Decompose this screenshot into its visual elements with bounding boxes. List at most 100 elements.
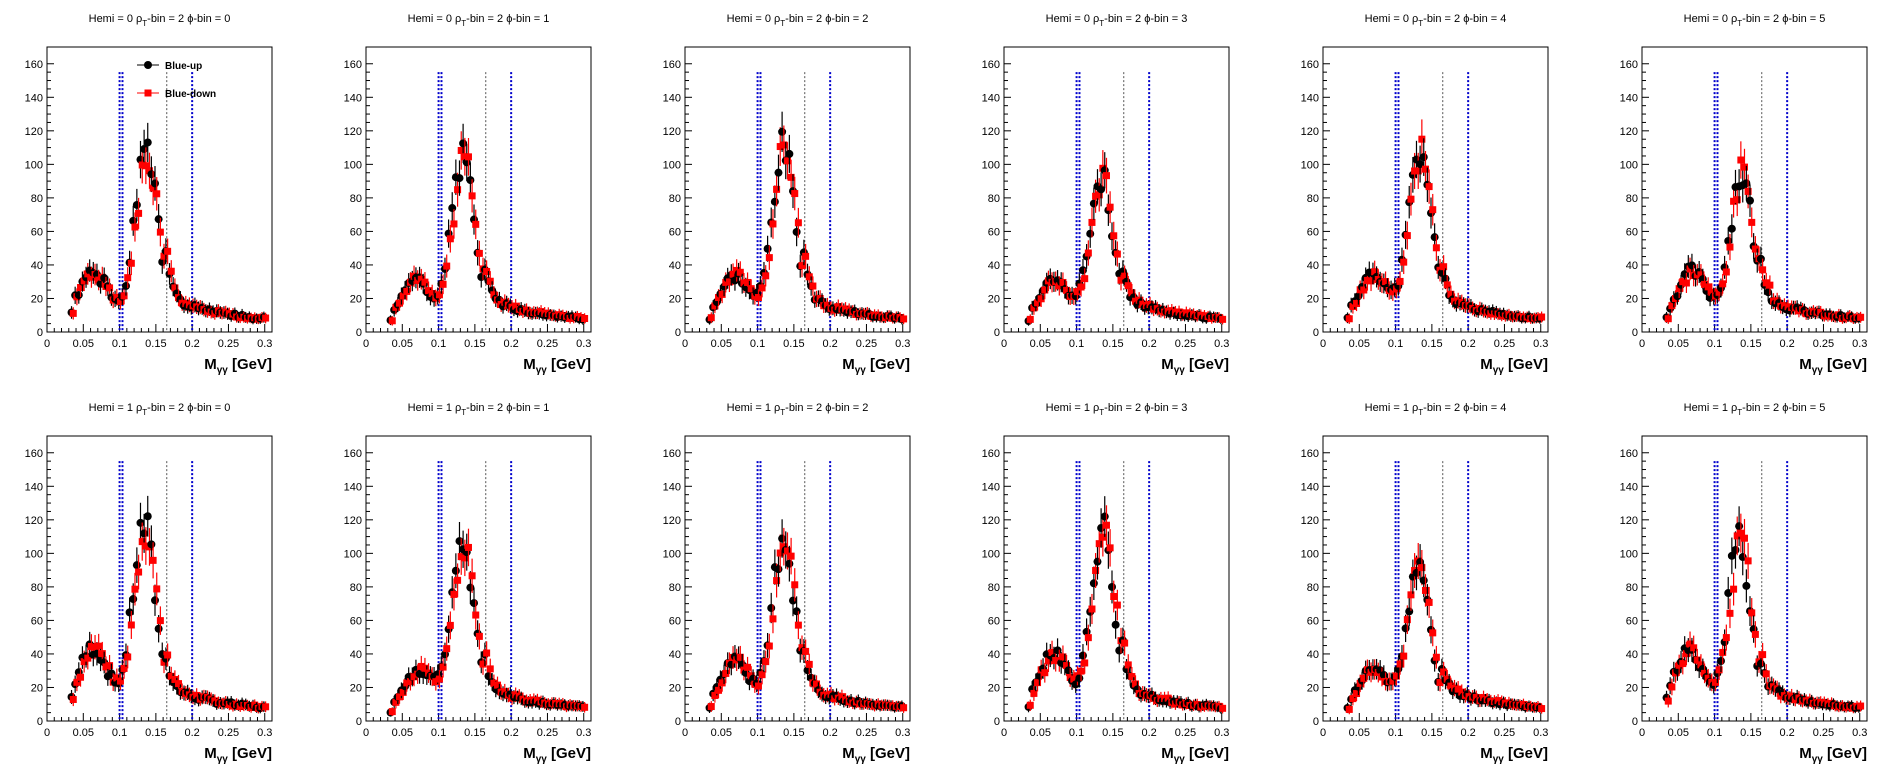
point-blue-down [160, 252, 168, 260]
point-blue-up [1419, 576, 1428, 585]
point-blue-down [1110, 593, 1118, 601]
plot-frame [365, 435, 592, 722]
point-blue-down [769, 220, 777, 228]
x-tick-label: 0.25 [1813, 727, 1834, 739]
point-blue-down [1034, 679, 1042, 687]
point-blue-down [454, 186, 462, 194]
panel-title-post: -bin = 2 ϕ-bin = 1 [466, 402, 549, 414]
x-label-unit: [GeV] [1185, 745, 1229, 762]
point-blue-down [1418, 564, 1426, 572]
x-tick-label: 0.1 [750, 727, 765, 739]
point-blue-down [1538, 705, 1546, 713]
point-blue-up [1764, 288, 1773, 297]
point-blue-down [1407, 195, 1415, 203]
point-blue-down [80, 277, 88, 285]
point-blue-down [138, 161, 146, 169]
point-blue-down [1719, 280, 1727, 288]
point-blue-down [435, 675, 443, 683]
point-blue-down [1099, 533, 1107, 541]
point-blue-down [1744, 187, 1752, 195]
point-blue-down [106, 662, 114, 670]
x-tick-label: 0.2 [1780, 338, 1795, 350]
y-tick-label: 120 [663, 126, 681, 138]
point-blue-down [1121, 639, 1129, 647]
point-blue-down [512, 302, 520, 310]
point-blue-down [116, 677, 124, 685]
point-blue-down [1440, 668, 1448, 676]
y-tick-label: 80 [1307, 582, 1319, 594]
y-tick-label: 0 [1313, 327, 1319, 339]
y-tick-label: 80 [31, 193, 43, 205]
panel-title-pre: Hemi = 1 ρ [727, 402, 781, 414]
x-label-main: M [1480, 745, 1493, 762]
point-blue-down [747, 285, 755, 293]
x-label-sub: γγ [536, 754, 548, 765]
y-tick-label: 80 [1626, 582, 1638, 594]
x-axis-label: Mγγ [GeV] [1799, 745, 1867, 765]
point-blue-down [1084, 634, 1092, 642]
panel-title: Hemi = 1 ρT-bin = 2 ϕ-bin = 1 [408, 402, 550, 417]
x-tick-label: 0.15 [1740, 727, 1761, 739]
point-blue-up [466, 176, 475, 185]
point-blue-down [1722, 268, 1730, 276]
point-blue-down [1360, 286, 1368, 294]
y-tick-label: 60 [1307, 226, 1319, 238]
x-tick-label: 0.2 [1461, 338, 1476, 350]
y-tick-label: 100 [663, 548, 681, 560]
point-blue-down [1132, 297, 1140, 305]
panel-hemi0-phi1: Hemi = 0 ρT-bin = 2 ϕ-bin = 1 0 20 40 60 80 10… [344, 13, 592, 376]
y-tick-label: 60 [669, 226, 681, 238]
point-blue-down [1664, 697, 1672, 705]
point-blue-down [1353, 690, 1361, 698]
y-tick-label: 160 [982, 448, 1000, 460]
y-tick-label: 40 [1307, 649, 1319, 661]
panel-title-post: -bin = 2 ϕ-bin = 2 [785, 402, 868, 414]
point-blue-down [1052, 656, 1060, 664]
x-tick-label: 0.25 [1175, 338, 1196, 350]
panel-title-post: -bin = 2 ϕ-bin = 3 [1104, 13, 1187, 25]
point-blue-up [1064, 666, 1073, 675]
point-blue-down [1070, 675, 1078, 683]
point-blue-down [736, 268, 744, 276]
x-tick-label: 0.3 [1214, 727, 1229, 739]
point-blue-down [457, 553, 465, 561]
point-blue-down [1363, 276, 1371, 284]
point-blue-down [262, 314, 270, 322]
x-tick-label: 0 [363, 338, 369, 350]
panel-title: Hemi = 1 ρT-bin = 2 ϕ-bin = 4 [1365, 402, 1507, 417]
y-tick-label: 160 [663, 448, 681, 460]
point-blue-down [153, 190, 161, 198]
point-blue-down [722, 669, 730, 677]
y-tick-label: 60 [350, 615, 362, 627]
x-tick-label: 0.05 [1668, 727, 1689, 739]
y-tick-label: 160 [1620, 59, 1638, 71]
panel-hemi0-phi4: Hemi = 0 ρT-bin = 2 ϕ-bin = 4 0 20 40 60 80 10… [1301, 13, 1549, 376]
y-tick-label: 120 [1620, 126, 1638, 138]
y-tick-label: 120 [344, 515, 362, 527]
x-tick-label: 0.05 [1030, 727, 1051, 739]
panel-hemi1-phi3: Hemi = 1 ρT-bin = 2 ϕ-bin = 3 0 20 40 60 80 10… [982, 402, 1230, 765]
point-blue-down [1407, 591, 1415, 599]
panel-title-sub: T [1737, 408, 1742, 417]
point-blue-down [1766, 281, 1774, 289]
point-blue-down [791, 581, 799, 589]
x-tick-label: 0.3 [576, 727, 591, 739]
point-blue-down [1737, 156, 1745, 164]
point-blue-down [1708, 288, 1716, 296]
point-blue-down [1737, 529, 1745, 537]
x-axis-label: Mγγ [GeV] [204, 745, 272, 765]
point-blue-down [461, 153, 469, 161]
point-blue-down [1128, 673, 1136, 681]
point-blue-up [1401, 624, 1410, 633]
point-blue-up [151, 179, 159, 188]
point-blue-down [1432, 244, 1440, 252]
point-blue-down [740, 279, 748, 287]
point-blue-down [494, 681, 502, 689]
point-blue-up [1673, 292, 1682, 301]
panel-title: Hemi = 0 ρT-bin = 2 ϕ-bin = 3 [1046, 13, 1188, 28]
panel-title-sub: T [780, 19, 785, 28]
y-tick-label: 20 [1307, 293, 1319, 305]
point-blue-down [1748, 218, 1756, 226]
x-axis-label: Mγγ [GeV] [523, 356, 591, 376]
point-blue-down [780, 141, 788, 149]
